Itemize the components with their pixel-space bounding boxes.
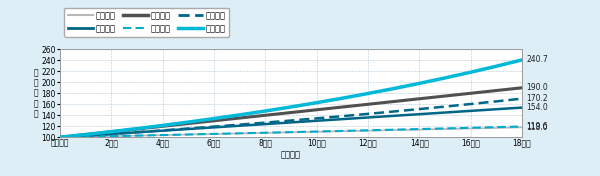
Text: 118.0: 118.0: [526, 123, 548, 132]
Text: 170.2: 170.2: [526, 94, 548, 103]
Text: 240.7: 240.7: [526, 55, 548, 64]
Text: 190.0: 190.0: [526, 83, 548, 92]
Text: 119.6: 119.6: [526, 122, 548, 131]
Text: 154.0: 154.0: [526, 103, 548, 112]
Y-axis label: 割
合
（
％
）: 割 合 （ ％ ）: [34, 68, 38, 119]
Legend: 単利１％, 単利３％, 単利５％, 複利１％, 複利３％, 複利５％: 単利１％, 単利３％, 単利５％, 複利１％, 複利３％, 複利５％: [64, 8, 229, 37]
X-axis label: 運用年数: 運用年数: [281, 150, 301, 159]
